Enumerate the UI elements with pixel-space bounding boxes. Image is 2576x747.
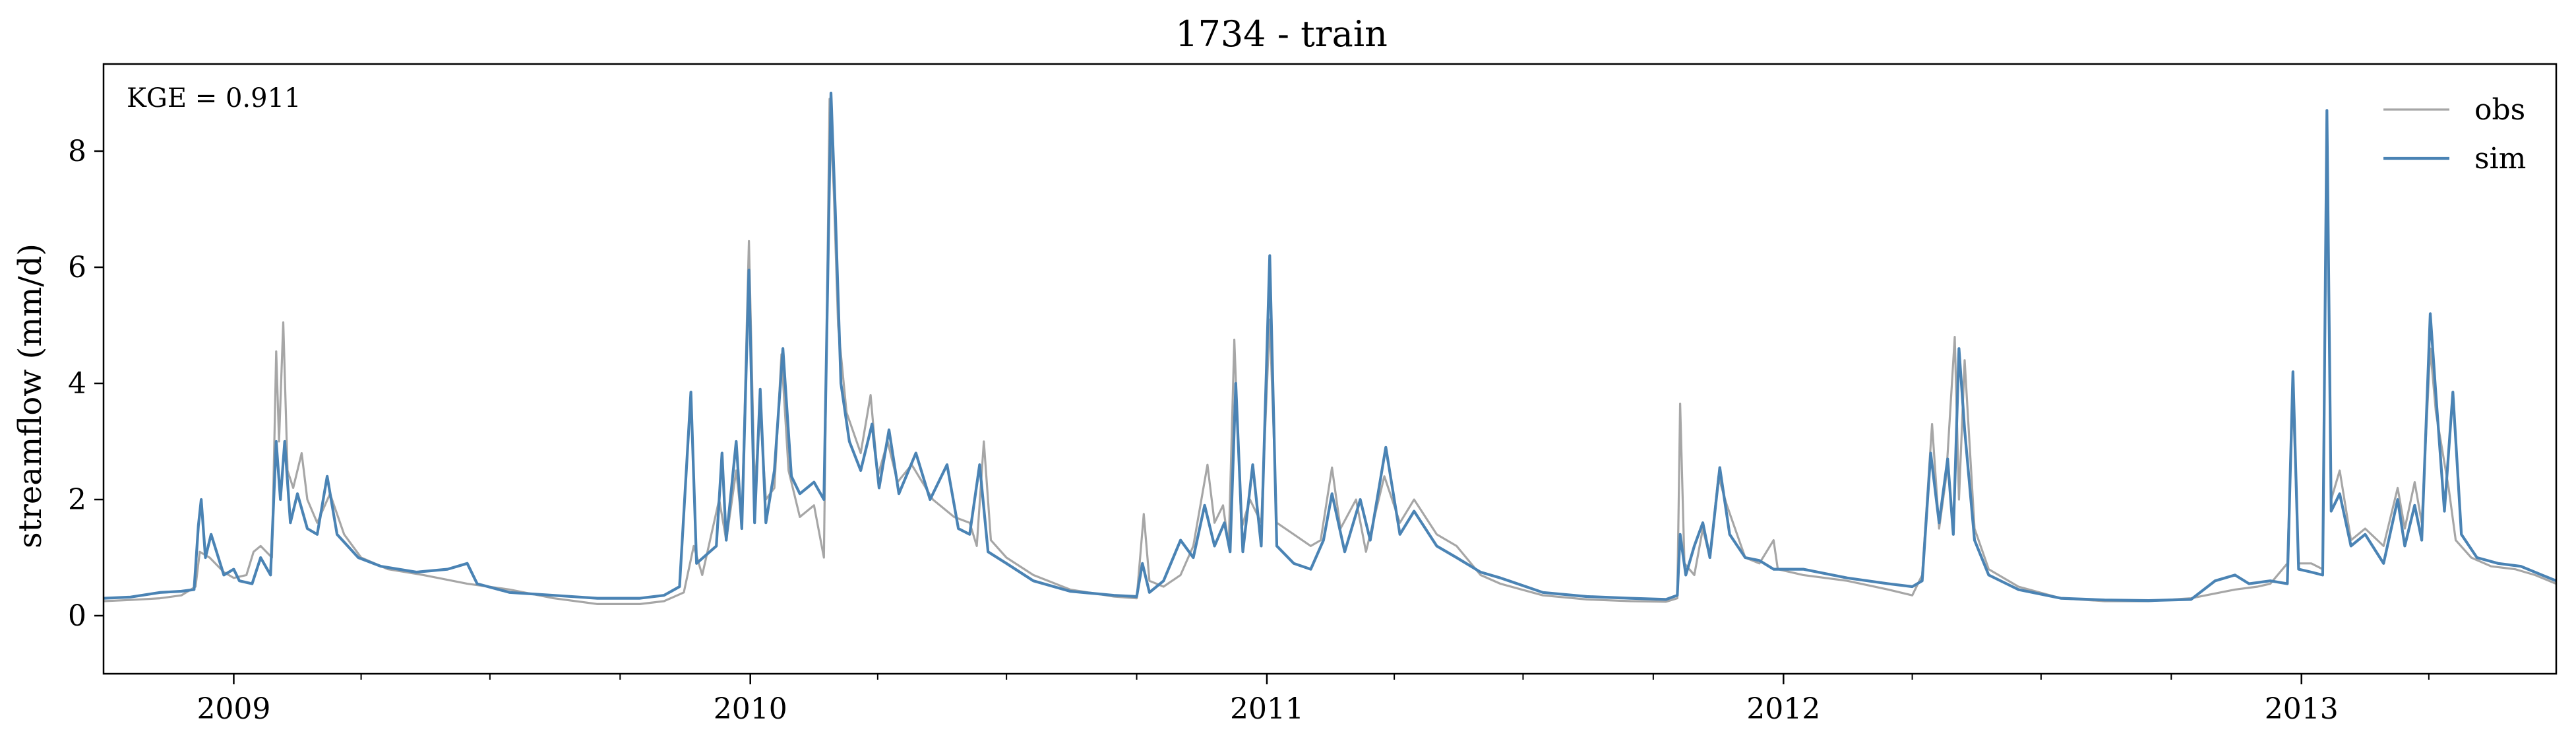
y-tick-label: 0	[68, 599, 86, 633]
legend: obs sim	[2383, 93, 2526, 176]
x-tick-label: 2011	[1230, 692, 1304, 726]
plot-frame	[102, 63, 2558, 675]
x-tick-label: 2009	[197, 692, 270, 726]
y-tick-label: 8	[68, 135, 86, 168]
y-tick-label: 6	[68, 251, 86, 284]
y-tick-label: 2	[68, 483, 86, 517]
legend-label-obs: obs	[2474, 93, 2525, 127]
kge-annotation: KGE = 0.911	[127, 83, 301, 114]
axes-group: 0 2 4 6 8 2009 2010 2011 2012 2013	[68, 63, 2558, 726]
series-line-sim	[104, 91, 2556, 602]
x-tick-label: 2013	[2265, 692, 2339, 726]
x-tick-label: 2010	[714, 692, 787, 726]
chart-title: 1734 - train	[1175, 13, 1388, 55]
y-tick-label: 4	[68, 367, 86, 401]
y-axis-label: streamflow (mm/d)	[12, 244, 49, 548]
x-tick-label: 2012	[1746, 692, 1820, 726]
plot-series-group	[104, 91, 2556, 605]
legend-label-sim: sim	[2474, 142, 2526, 176]
